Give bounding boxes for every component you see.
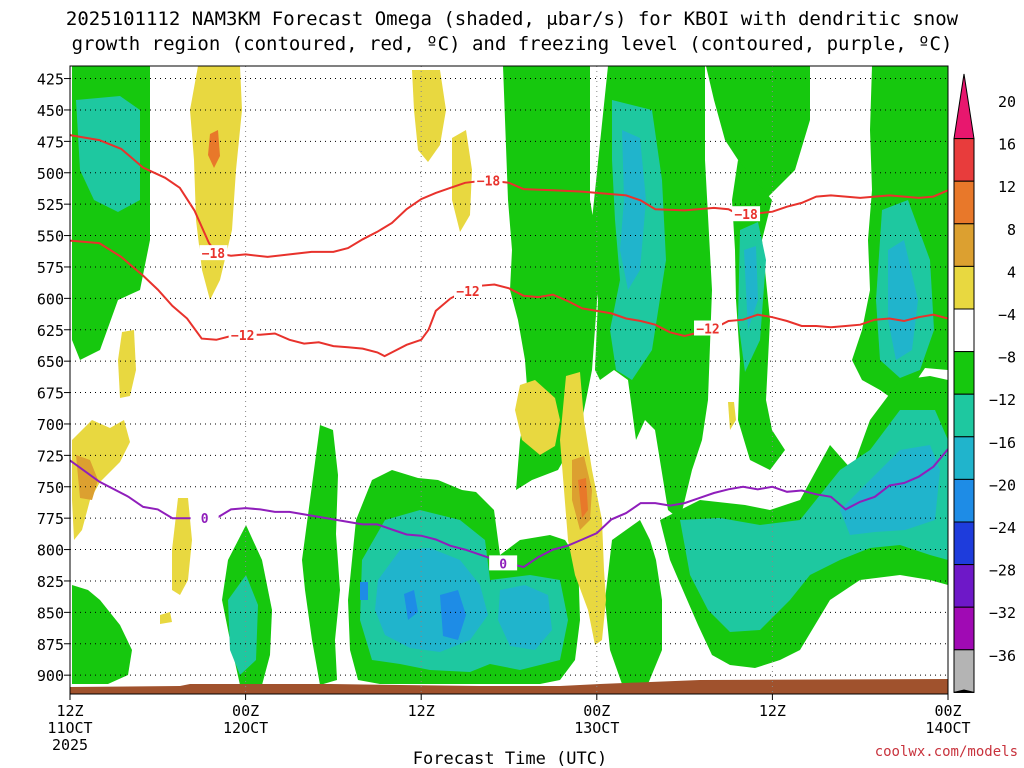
x-tick-label: 13OCT: [574, 719, 619, 737]
y-tick-label: 850: [37, 604, 64, 622]
contour-label-bg: [199, 245, 228, 261]
y-tick-label: 425: [37, 71, 64, 89]
colorbar-label: 20: [998, 93, 1016, 111]
colorbar-swatch: [953, 180, 975, 225]
contour-label-bg: [694, 320, 723, 336]
contour-label-bg: [454, 282, 483, 298]
colorbar: 20 16 12 8 4 −4 −8 −12 −16 −20 −24 −28 −32 −36: [953, 73, 1016, 693]
x-axis-title: Forecast Time (UTC): [413, 749, 607, 768]
contour-label: −12: [456, 285, 479, 300]
x-tick-label: 12Z: [759, 702, 786, 720]
colorbar-label: −36: [989, 647, 1016, 665]
y-tick-label: 450: [37, 102, 64, 120]
plot-area: −18 −18 −18 −12 −12 −12 0 0: [70, 66, 948, 694]
contour-label-bg: [732, 206, 761, 222]
x-tick-label: 2025: [52, 736, 88, 754]
contour-label: −18: [477, 174, 501, 189]
y-tick-label: 550: [37, 228, 64, 246]
y-tick-label: 500: [37, 165, 64, 183]
colorbar-label: −32: [989, 604, 1016, 622]
colorbar-swatch: [953, 223, 975, 267]
contour-label: −18: [202, 247, 226, 262]
colorbar-swatch: [953, 521, 975, 566]
terrain: [70, 679, 948, 694]
chart-title-line1: 2025101112 NAM3KM Forecast Omega (shaded…: [66, 8, 959, 30]
x-tick-label: 00Z: [232, 702, 259, 720]
y-tick-label: 750: [37, 479, 64, 497]
colorbar-label: −4: [998, 306, 1016, 324]
contour-label-bg: [474, 172, 503, 188]
credit: coolwx.com/models: [875, 744, 1018, 760]
x-tick-label: 00Z: [934, 702, 961, 720]
colorbar-swatch: [953, 308, 975, 353]
y-tick-label: 475: [37, 133, 64, 151]
colorbar-swatch: [953, 265, 975, 310]
colorbar-label: −28: [989, 562, 1016, 580]
x-tick-label: 12Z: [408, 702, 435, 720]
y-tick-label: 875: [37, 636, 64, 654]
x-tick-label: 12OCT: [223, 719, 268, 737]
x-tick-label: 12Z: [56, 702, 83, 720]
y-tick-label: 525: [37, 196, 64, 214]
y-tick-label: 650: [37, 353, 64, 371]
colorbar-label: 4: [1007, 263, 1016, 281]
colorbar-swatch: [953, 393, 975, 438]
y-tick-label: 575: [37, 259, 64, 277]
contour-label: 0: [499, 557, 507, 572]
y-tick-label: 900: [37, 667, 64, 685]
colorbar-label: −8: [998, 349, 1016, 367]
y-tick-label: 600: [37, 290, 64, 308]
y-tick-label: 625: [37, 322, 64, 340]
contour-freezing_level_0: [70, 448, 948, 569]
contour-label: −12: [231, 329, 254, 344]
colorbar-swatch: [953, 351, 975, 395]
colorbar-swatch: [953, 606, 975, 651]
x-tick-label: 14OCT: [925, 719, 970, 737]
colorbar-swatch: [953, 138, 975, 182]
y-tick-label: 725: [37, 447, 64, 465]
colorbar-label: 8: [1007, 221, 1016, 239]
contour-label-bg: [228, 326, 257, 342]
y-tick-label: 675: [37, 385, 64, 403]
colorbar-cap-bottom: [953, 689, 975, 693]
contour-label: 0: [201, 512, 209, 527]
colorbar-label: −24: [989, 519, 1016, 537]
x-tick-label: 11OCT: [47, 719, 92, 737]
contour-label-bg: [190, 510, 219, 526]
contour-label-bg: [489, 555, 518, 571]
colorbar-label: 16: [998, 136, 1016, 154]
y-tick-label: 775: [37, 510, 64, 528]
colorbar-label: −12: [989, 391, 1016, 409]
colorbar-cap-top: [953, 73, 975, 140]
omega-shading: [72, 66, 948, 685]
colorbar-swatch: [953, 649, 975, 693]
colorbar-swatch: [953, 478, 975, 523]
colorbar-label: 12: [998, 178, 1016, 196]
colorbar-swatch: [953, 436, 975, 480]
contour-label: −12: [696, 323, 719, 338]
y-axis-ticks: 425 450 475 500 525 550 575 600 625 650 675 700 725 7…: [37, 71, 70, 685]
y-tick-label: 825: [37, 573, 64, 591]
plot-frame: [69, 65, 949, 695]
contour-label: −18: [734, 208, 758, 223]
contours: −18 −18 −18 −12 −12 −12 0 0: [70, 134, 948, 572]
colorbar-label: −16: [989, 434, 1016, 452]
chart-title-line2: growth region (contoured, red, ºC) and f…: [72, 33, 953, 55]
colorbar-label: −20: [989, 476, 1016, 494]
y-tick-label: 800: [37, 542, 64, 560]
y-tick-label: 700: [37, 416, 64, 434]
x-tick-label: 00Z: [583, 702, 610, 720]
colorbar-swatch: [953, 564, 975, 608]
